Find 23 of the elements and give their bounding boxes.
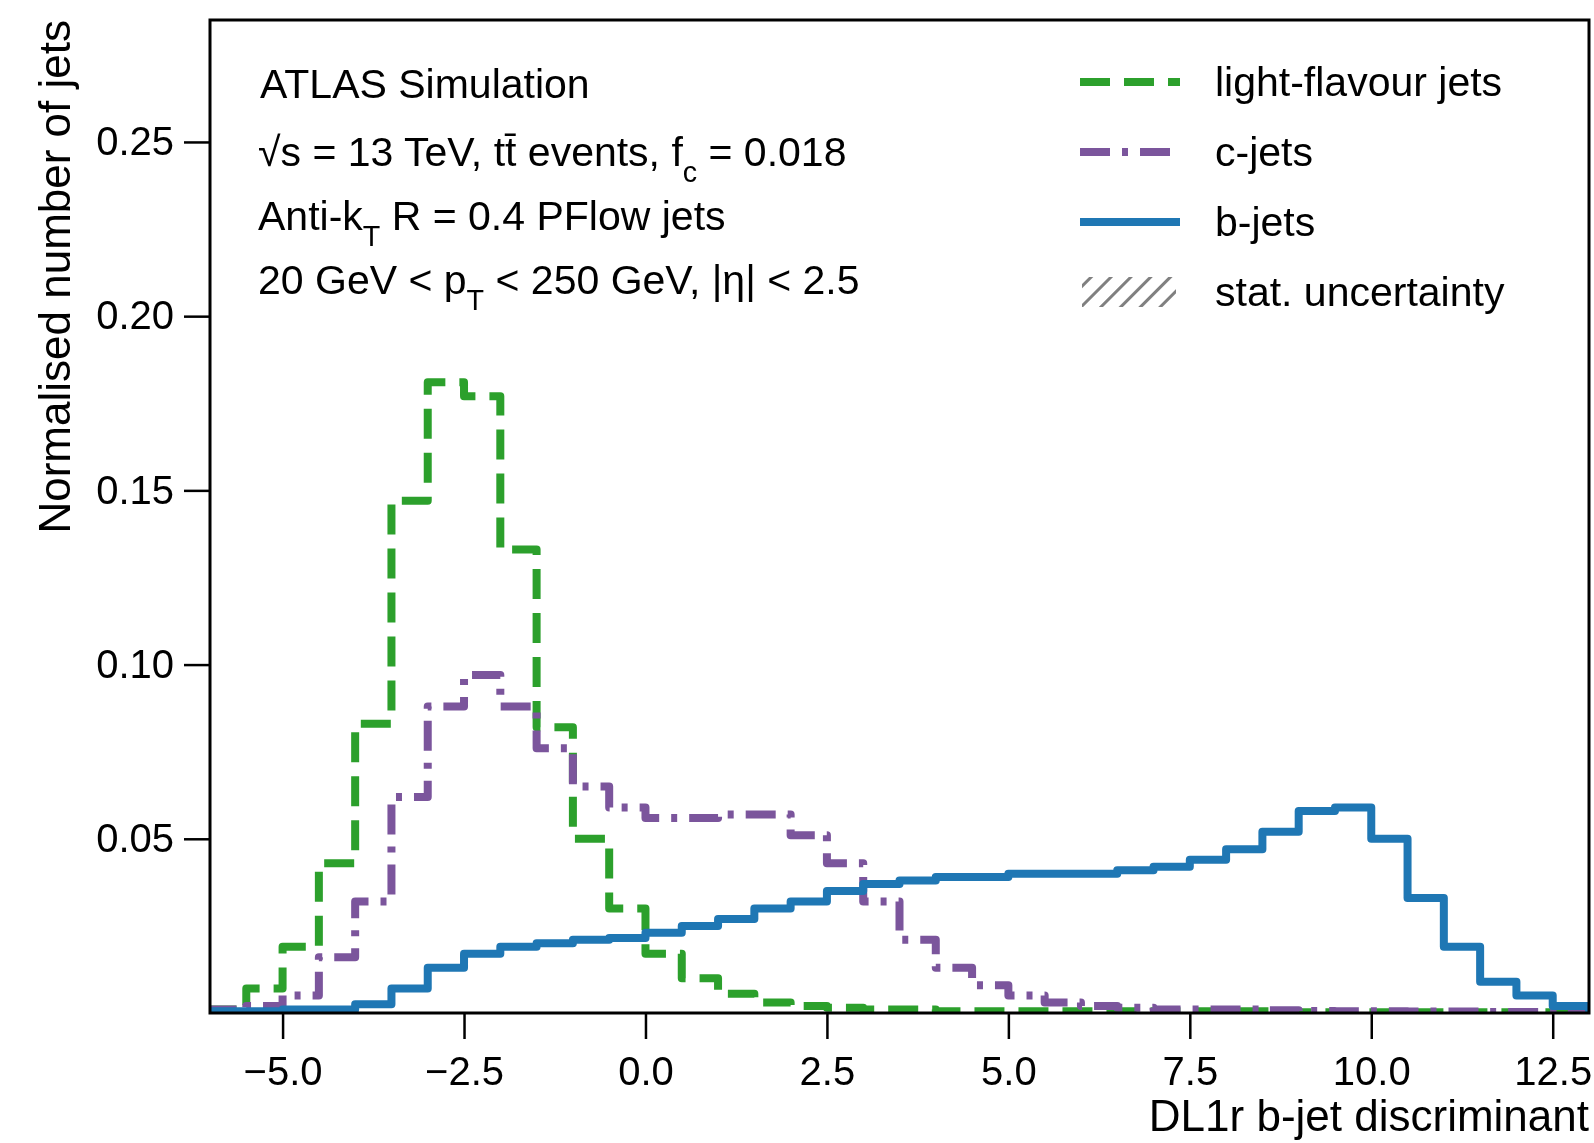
annotation: √s = 13 TeV, tt̄ events, f$_{c}$ = 0.018 <box>258 129 847 188</box>
x-tick-label: 7.5 <box>1162 1049 1219 1093</box>
y-tick-label: 0.10 <box>96 641 174 686</box>
x-tick-label: −2.5 <box>425 1049 505 1093</box>
x-tick-label: 0.0 <box>618 1049 674 1093</box>
y-tick-label: 0.20 <box>96 293 174 338</box>
y-axis-title: Normalised number of jets <box>30 20 79 534</box>
x-tick-label: 10.0 <box>1332 1049 1411 1093</box>
y-tick-label: 0.25 <box>96 119 174 164</box>
annotation: Anti-k$_{T}$ R = 0.4 PFlow jets <box>258 193 726 252</box>
legend-label: b-jets <box>1215 199 1316 246</box>
legend-label: light-flavour jets <box>1215 59 1503 106</box>
legend-label: c-jets <box>1215 129 1313 176</box>
annotation: 20 GeV < p$_{T}$ < 250 GeV, |η| < 2.5 <box>258 257 860 316</box>
x-tick-label: 2.5 <box>799 1049 856 1093</box>
x-tick-label: −5.0 <box>243 1049 323 1093</box>
x-tick-label: 5.0 <box>981 1049 1037 1093</box>
y-tick-label: 0.05 <box>96 816 174 861</box>
x-tick-label: 12.5 <box>1514 1049 1593 1093</box>
y-tick-label: 0.15 <box>96 467 174 512</box>
x-axis-title: DL1r b-jet discriminant <box>1148 1091 1589 1140</box>
annotation: stat. uncertainty <box>1215 269 1505 316</box>
text: ATLAS Simulation <box>260 61 590 107</box>
